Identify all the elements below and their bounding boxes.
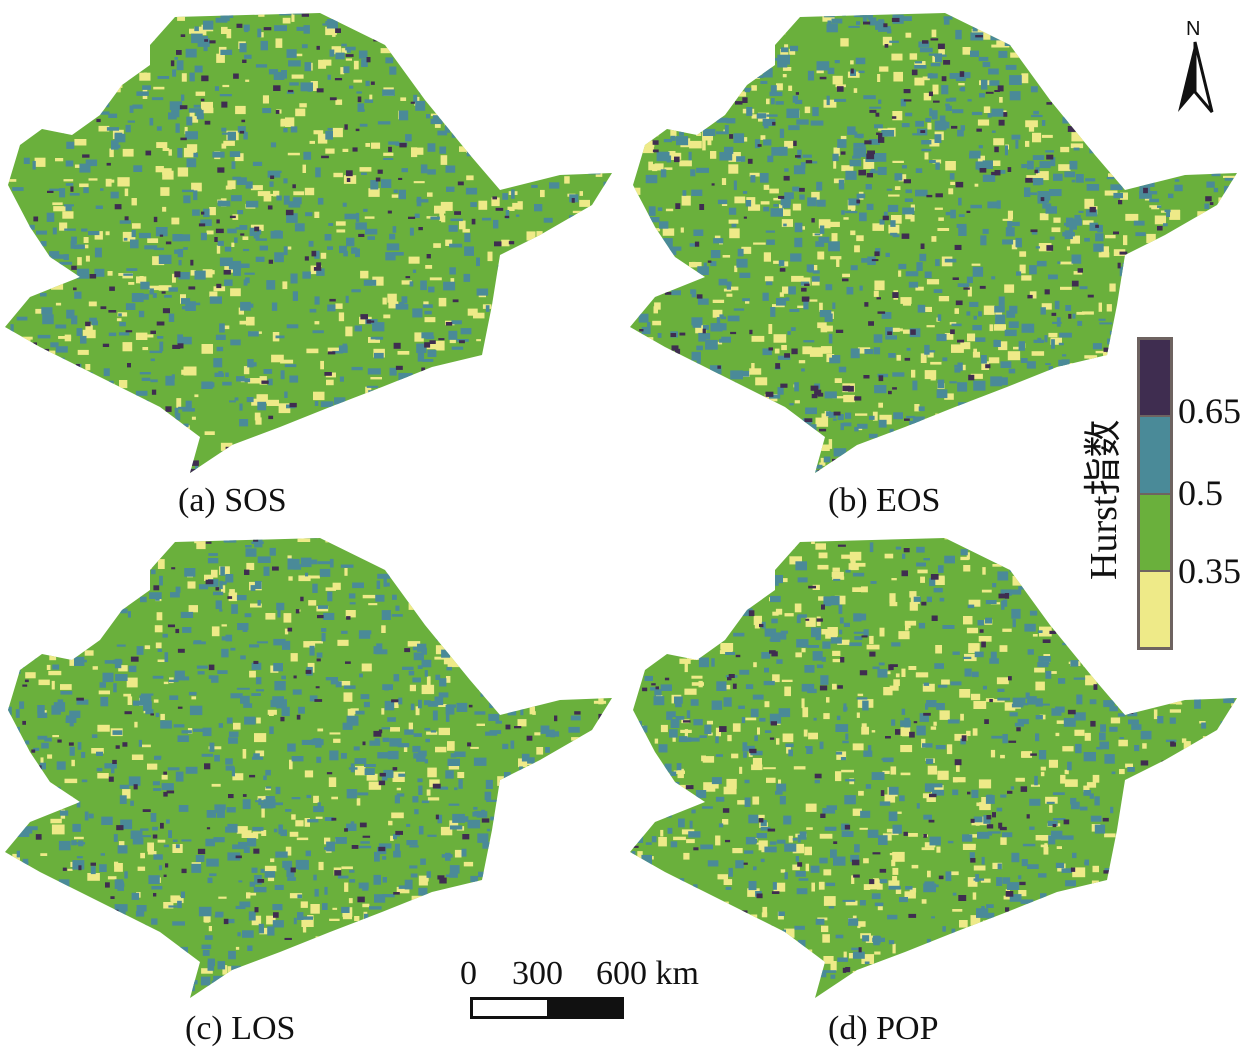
legend-tick-05: 0.5 [1178,473,1223,513]
scale-bar-black [547,1000,621,1016]
legend-swatch-mid-low [1140,494,1170,572]
scale-bar [470,997,624,1019]
caption-sos: (a) SOS [178,482,287,519]
legend-swatch-mid-high [1140,417,1170,495]
map-los [5,538,612,998]
map-sos [5,13,612,473]
scale-label-0: 0 [460,955,477,992]
caption-eos: (b) EOS [828,482,941,519]
map-pop [630,538,1237,998]
caption-los: (c) LOS [185,1010,296,1047]
map-panel-pop [625,530,1245,1010]
legend-swatch-high [1140,340,1170,418]
north-arrow-icon [1178,41,1214,113]
scale-label-300: 300 [512,955,563,992]
north-label: N [1186,18,1201,40]
caption-pop: (d) POP [828,1010,939,1047]
legend-tick-065: 0.65 [1178,391,1241,431]
legend-tick-035: 0.35 [1178,551,1241,591]
legend-colorbar [1137,337,1173,650]
scale-bar-white [473,1000,547,1016]
legend-title: Hurst指数 [1083,419,1125,580]
legend-swatch-low [1140,571,1170,647]
scale-label-600: 600 km [596,955,699,992]
map-raster [5,13,612,473]
map-panel-los [0,530,620,1010]
map-raster [5,538,612,998]
map-panel-sos [0,5,620,485]
